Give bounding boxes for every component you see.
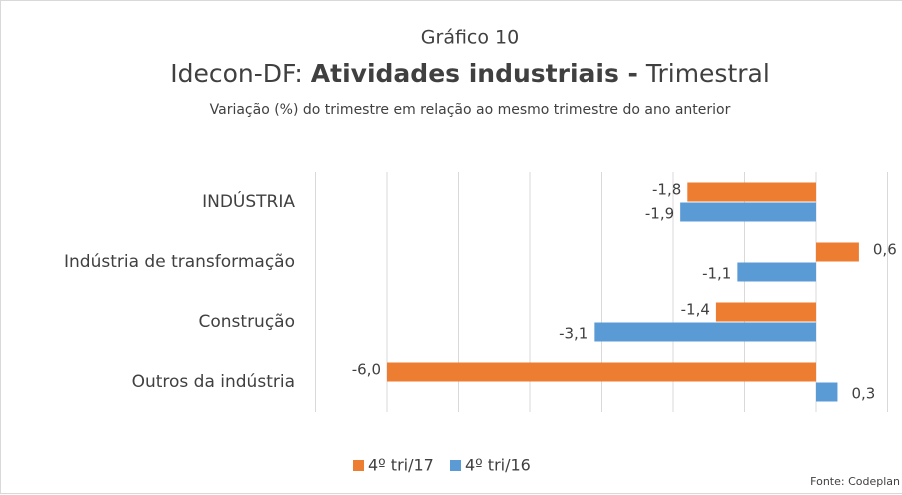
value-label: -1,1 — [702, 265, 731, 283]
y-tick-label: Indústria de transformação — [64, 252, 295, 272]
bar — [816, 382, 838, 402]
bar — [594, 322, 816, 342]
legend-label: 4º tri/17 — [368, 456, 434, 475]
value-label: -1,8 — [652, 181, 681, 199]
chart-subtitle: Variação (%) do trimestre em relação ao … — [210, 102, 731, 118]
value-label: 0,6 — [873, 241, 897, 259]
bar — [715, 302, 816, 322]
title-part: Idecon-DF: — [170, 59, 311, 88]
value-label: -1,4 — [681, 301, 710, 319]
title-part: Atividades industriais - — [311, 59, 638, 88]
chart-label: Gráfico 10 — [421, 27, 519, 49]
bar — [687, 182, 816, 202]
legend-swatch — [353, 460, 364, 471]
value-label: -6,0 — [352, 361, 381, 379]
value-label: -1,9 — [645, 205, 674, 223]
chart-title: Idecon-DF: Atividades industriais - Trim… — [170, 59, 770, 88]
bar — [387, 362, 816, 382]
y-tick-label: Construção — [199, 312, 296, 332]
bar — [737, 262, 816, 282]
bar — [680, 202, 816, 222]
title-part: Trimestral — [638, 59, 770, 88]
bar — [816, 242, 859, 262]
y-tick-label: Outros da indústria — [132, 372, 295, 392]
legend-label: 4º tri/16 — [465, 456, 531, 475]
legend-swatch — [450, 460, 461, 471]
y-tick-label: INDÚSTRIA — [202, 190, 295, 212]
value-label: 0,3 — [851, 385, 875, 403]
source: Fonte: Codeplan — [810, 475, 900, 488]
value-label: -3,1 — [559, 325, 588, 343]
